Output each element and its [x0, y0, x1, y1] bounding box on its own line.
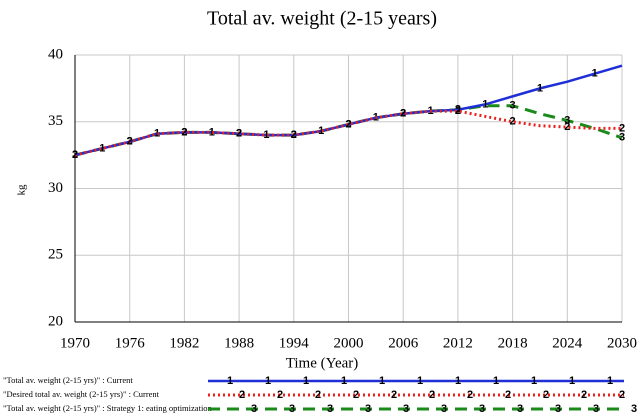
x-tick-label: 2006: [388, 335, 419, 351]
point-marker: 2: [236, 128, 242, 140]
point-marker: 1: [318, 125, 324, 137]
point-marker: 2: [400, 108, 406, 120]
point-marker: 1: [99, 142, 105, 154]
legend-label: "Total av. weight (2-15 yrs)" : Strategy…: [3, 403, 213, 413]
point-marker: 1: [482, 98, 488, 110]
point-marker: 3: [510, 100, 516, 112]
legend-label: "Total av. weight (2-15 yrs)" : Current: [3, 375, 133, 385]
legend-marker: 2: [505, 389, 511, 401]
point-marker: 2: [72, 149, 78, 161]
legend-marker: 3: [403, 403, 409, 415]
legend-marker: 2: [353, 389, 359, 401]
legend-marker: 2: [391, 389, 397, 401]
y-tick-label: 20: [48, 313, 63, 329]
y-axis-label: kg: [16, 184, 28, 196]
point-marker: 1: [592, 68, 598, 80]
legend-marker: 2: [239, 389, 245, 401]
point-marker: 2: [127, 136, 133, 148]
legend-marker: 1: [607, 375, 613, 387]
legend-marker: 1: [227, 375, 233, 387]
y-tick-label: 30: [48, 180, 63, 196]
legend-marker: 3: [289, 403, 295, 415]
legend-marker: 2: [619, 389, 625, 401]
point-marker: 2: [564, 121, 570, 133]
point-marker: 3: [619, 132, 625, 144]
x-tick-label: 1988: [224, 335, 254, 351]
legend-marker: 1: [379, 375, 385, 387]
point-marker: 2: [619, 122, 625, 134]
point-marker: 1: [537, 82, 543, 94]
point-marker: 1: [263, 129, 269, 141]
x-tick-label: 2030: [607, 335, 637, 351]
x-tick-label: 2024: [552, 335, 583, 351]
legend-marker: 3: [441, 403, 447, 415]
legend-marker: 3: [555, 403, 561, 415]
legend-marker: 1: [417, 375, 423, 387]
point-marker: 2: [181, 126, 187, 138]
legend-marker: 2: [315, 389, 321, 401]
legend-marker: 3: [593, 403, 599, 415]
legend-label: "Desired total av. weight (2-15 yrs)" : …: [3, 389, 160, 399]
legend-marker: 3: [251, 403, 257, 415]
legend-marker: 1: [341, 375, 347, 387]
legend-marker: 1: [569, 375, 575, 387]
y-tick-label: 40: [48, 46, 63, 62]
legend-marker: 1: [303, 375, 309, 387]
legend-marker: 1: [493, 375, 499, 387]
legend-marker: 3: [365, 403, 371, 415]
point-marker: 1: [154, 128, 160, 140]
legend-marker: 2: [581, 389, 587, 401]
legend-marker: 2: [543, 389, 549, 401]
x-tick-label: 2000: [334, 335, 364, 351]
legend-marker: 3: [631, 403, 637, 415]
chart-title: Total av. weight (2-15 years): [207, 8, 437, 30]
point-marker: 2: [291, 129, 297, 141]
x-tick-label: 1994: [279, 335, 310, 351]
point-marker: 1: [209, 126, 215, 138]
legend-marker: 3: [479, 403, 485, 415]
x-tick-label: 1982: [169, 335, 199, 351]
legend-marker: 2: [277, 389, 283, 401]
x-tick-label: 1976: [115, 335, 146, 351]
x-axis-label: Time (Year): [286, 355, 359, 371]
point-marker: 2: [510, 116, 516, 128]
legend-marker: 3: [327, 403, 333, 415]
legend-marker: 2: [467, 389, 473, 401]
legend-marker: 1: [455, 375, 461, 387]
legend-marker: 3: [517, 403, 523, 415]
legend-marker: 1: [265, 375, 271, 387]
x-tick-label: 2012: [443, 335, 473, 351]
x-tick-label: 1970: [60, 335, 90, 351]
y-tick-label: 35: [48, 113, 63, 129]
point-marker: 3: [564, 114, 570, 126]
point-marker: 2: [345, 118, 351, 130]
legend-marker: 2: [429, 389, 435, 401]
legend-marker: 1: [531, 375, 537, 387]
point-marker: 2: [455, 105, 461, 117]
x-tick-label: 2018: [498, 335, 528, 351]
y-tick-label: 25: [48, 247, 63, 263]
data-line: [74, 64, 623, 157]
